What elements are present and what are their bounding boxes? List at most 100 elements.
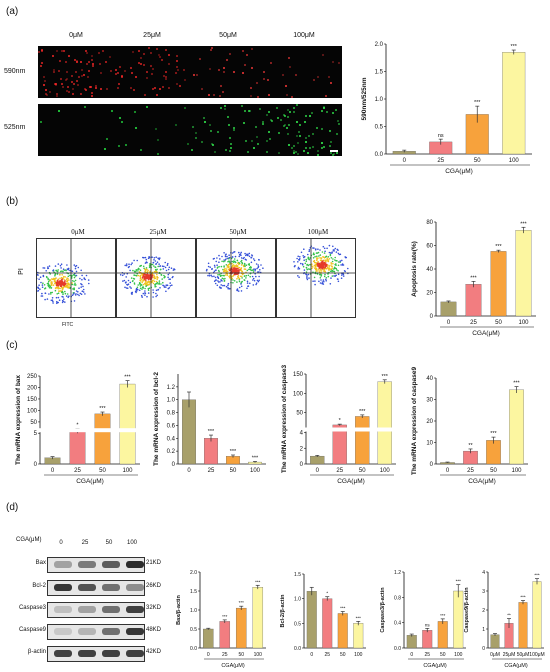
flow-event <box>142 283 145 286</box>
flow-event <box>71 276 73 278</box>
flow-event <box>231 264 234 267</box>
category-label: 100 <box>254 652 263 658</box>
fluorescence-dot <box>192 125 195 128</box>
flow-event <box>39 288 41 290</box>
flow-event <box>60 285 63 288</box>
flow-event <box>155 285 157 288</box>
flow-event <box>50 293 52 295</box>
flow-event <box>254 268 257 271</box>
y-axis-label: The mRNA expression of caspase9 <box>411 367 418 476</box>
flow-event <box>165 269 168 272</box>
axis-break-gap <box>37 428 140 433</box>
flow-event <box>258 258 260 261</box>
flow-event <box>142 275 144 278</box>
conc-label-50: 50μM <box>219 32 237 39</box>
fluorescence-dot <box>322 146 325 149</box>
significance-mark: * <box>326 591 328 596</box>
fluorescence-dot <box>43 75 46 78</box>
flow-event <box>63 275 65 278</box>
fluorescence-dot <box>262 78 265 81</box>
flow-event <box>258 279 260 282</box>
flow-event <box>228 276 231 279</box>
image-525-25 <box>114 104 190 156</box>
flow-event <box>125 264 128 267</box>
fluorescence-dot <box>330 81 333 84</box>
bar <box>490 634 500 649</box>
flow-event <box>252 271 255 273</box>
fluorescence-dot <box>151 73 154 76</box>
fluorescence-dot <box>129 66 132 69</box>
fluorescence-dot <box>307 134 310 137</box>
flow-event <box>156 281 159 284</box>
fluorescence-dot <box>90 94 93 97</box>
fluorescence-dot <box>85 62 88 65</box>
flow-event <box>54 277 57 280</box>
flow-event <box>219 258 221 260</box>
fluorescence-dot <box>253 147 256 150</box>
flow-event <box>61 281 64 284</box>
y-tick-label: 0.0 <box>375 152 384 158</box>
flow-event <box>154 260 157 262</box>
flow-event <box>147 283 149 286</box>
flow-event <box>223 260 225 263</box>
y-tick-label: 250 <box>27 374 38 380</box>
flow-event <box>224 270 226 273</box>
fluorescence-dot <box>233 126 236 129</box>
fluorescence-dot <box>243 122 246 125</box>
flow-event <box>138 268 140 270</box>
flow-event <box>207 262 210 265</box>
flow-event <box>141 296 143 298</box>
flow-event <box>162 281 164 284</box>
flow-event <box>60 276 63 279</box>
flow-event <box>255 282 258 284</box>
flow-event <box>237 262 239 264</box>
flow-event <box>236 259 239 262</box>
fluorescence-dot <box>204 121 207 124</box>
flow-event <box>134 274 136 277</box>
flow-event <box>207 274 209 277</box>
flow-event <box>54 287 57 289</box>
y-tick-label: 0 <box>300 462 304 468</box>
fluorescence-dot <box>229 142 232 145</box>
fluorescence-dot <box>293 110 296 113</box>
flow-event <box>228 256 231 259</box>
flow-event <box>236 288 239 290</box>
flow-event <box>173 268 176 271</box>
fluorescence-dot <box>117 82 120 85</box>
fluorescence-dot <box>256 143 259 146</box>
y-tick-label: 0 <box>482 646 485 652</box>
flow-event <box>67 268 69 270</box>
flow-event <box>148 263 151 265</box>
flow-event <box>167 268 170 271</box>
flow-event <box>247 285 250 287</box>
fluorescence-dot <box>295 73 298 76</box>
flow-event <box>248 252 251 255</box>
flow-event <box>81 278 83 281</box>
flow-event <box>245 277 247 279</box>
flow-x-axis-label: FITC <box>62 322 74 328</box>
flow-event <box>227 287 229 290</box>
fluorescence-dot <box>279 119 282 122</box>
flow-event <box>165 284 167 286</box>
flow-event <box>158 282 161 284</box>
flow-event <box>151 263 154 266</box>
fluorescence-dot <box>338 122 341 125</box>
flow-event <box>127 266 130 269</box>
flow-event <box>47 280 50 283</box>
flow-plot-50 <box>196 238 276 318</box>
fluorescence-dot <box>267 94 270 97</box>
flow-event <box>151 256 153 258</box>
flow-event <box>235 273 237 275</box>
flow-event <box>68 279 70 281</box>
category-label: 100 <box>454 652 463 658</box>
y-tick-label: 10 <box>426 441 433 447</box>
category-label: 100 <box>380 468 391 474</box>
fluorescence-dot <box>209 123 212 126</box>
flow-event <box>48 265 51 267</box>
y-tick-label: 1.5 <box>190 589 197 595</box>
flow-event <box>69 274 71 277</box>
fluorescence-dot <box>311 112 314 115</box>
flow-event <box>164 275 166 278</box>
flow-event <box>136 288 138 290</box>
flow-event <box>41 292 43 295</box>
